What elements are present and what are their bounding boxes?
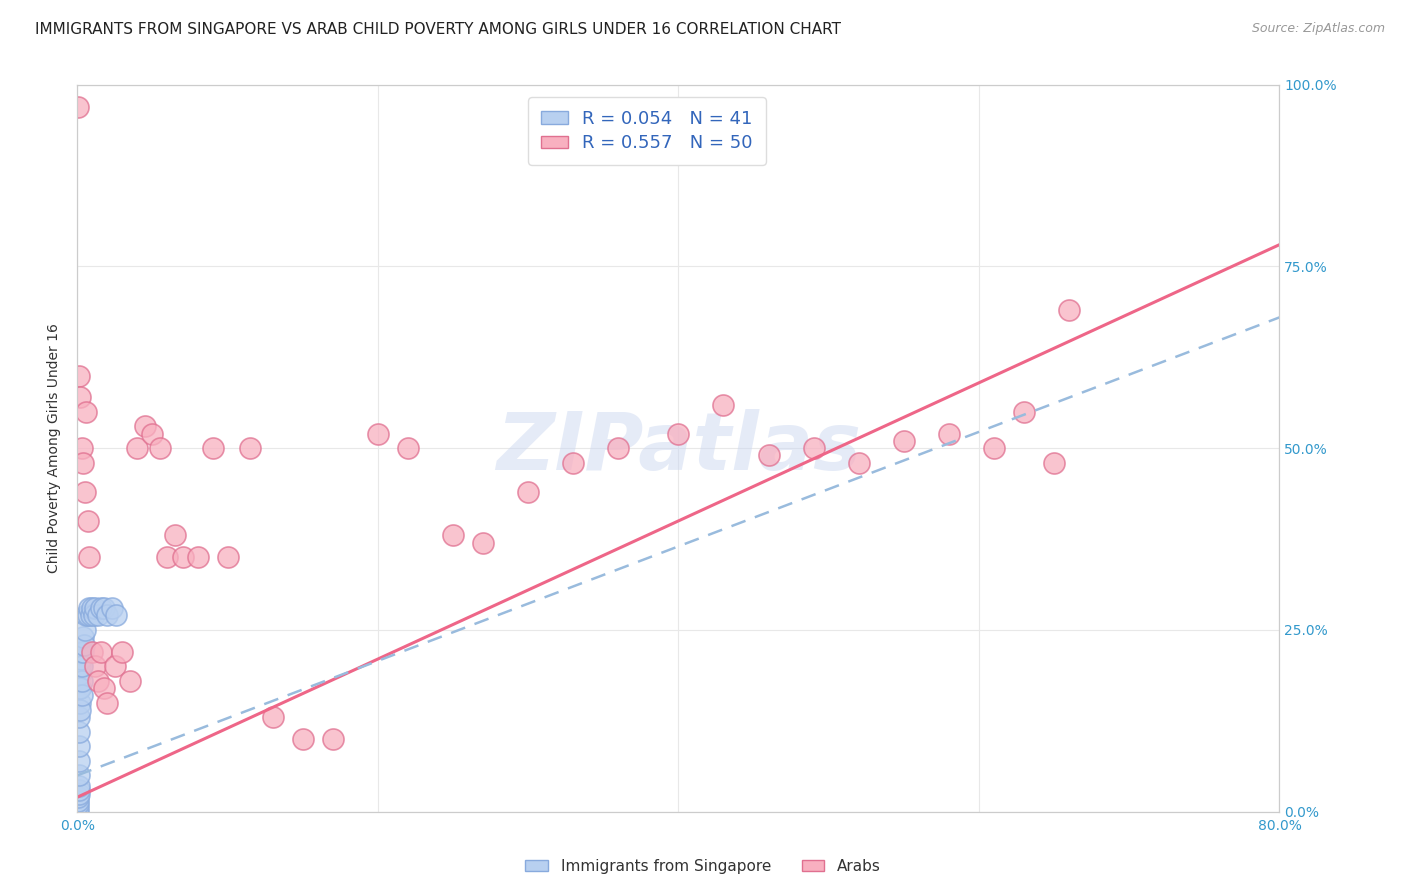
Point	[69, 666, 91, 681]
Point	[87, 673, 110, 688]
Point	[70, 689, 93, 703]
Point	[848, 456, 870, 470]
Point	[517, 484, 540, 499]
Point	[118, 673, 141, 688]
Point	[67, 783, 90, 797]
Point	[84, 659, 107, 673]
Point	[79, 601, 101, 615]
Point	[84, 601, 107, 615]
Point	[96, 696, 118, 710]
Text: IMMIGRANTS FROM SINGAPORE VS ARAB CHILD POVERTY AMONG GIRLS UNDER 16 CORRELATION: IMMIGRANTS FROM SINGAPORE VS ARAB CHILD …	[35, 22, 841, 37]
Point	[76, 608, 98, 623]
Point	[1012, 405, 1035, 419]
Point	[67, 794, 90, 808]
Point	[441, 528, 464, 542]
Point	[322, 731, 344, 746]
Point	[472, 535, 495, 549]
Point	[163, 528, 186, 542]
Legend: R = 0.054   N = 41, R = 0.557   N = 50: R = 0.054 N = 41, R = 0.557 N = 50	[529, 97, 765, 165]
Point	[141, 426, 163, 441]
Point	[562, 456, 585, 470]
Point	[758, 449, 780, 463]
Point	[1057, 303, 1080, 318]
Point	[713, 398, 735, 412]
Point	[79, 550, 101, 565]
Point	[67, 768, 90, 782]
Point	[67, 754, 90, 768]
Point	[69, 659, 91, 673]
Point	[76, 514, 98, 528]
Point	[75, 405, 97, 419]
Point	[72, 456, 94, 470]
Point	[201, 442, 224, 455]
Point	[67, 797, 90, 812]
Point	[87, 608, 110, 623]
Point	[69, 390, 91, 404]
Point	[75, 608, 97, 623]
Point	[69, 681, 91, 695]
Point	[73, 638, 96, 652]
Point	[70, 673, 93, 688]
Point	[66, 805, 89, 819]
Point	[93, 681, 115, 695]
Y-axis label: Child Poverty Among Girls Under 16: Child Poverty Among Girls Under 16	[48, 323, 62, 574]
Point	[67, 724, 90, 739]
Point	[69, 703, 91, 717]
Point	[69, 652, 91, 666]
Point	[239, 442, 262, 455]
Point	[70, 645, 93, 659]
Point	[156, 550, 179, 565]
Point	[93, 601, 115, 615]
Point	[367, 426, 389, 441]
Point	[72, 659, 94, 673]
Point	[90, 601, 112, 615]
Point	[607, 442, 630, 455]
Point	[105, 608, 128, 623]
Text: ZIPatlas: ZIPatlas	[496, 409, 860, 487]
Point	[72, 645, 94, 659]
Point	[127, 442, 149, 455]
Point	[82, 645, 104, 659]
Legend: Immigrants from Singapore, Arabs: Immigrants from Singapore, Arabs	[519, 853, 887, 880]
Point	[262, 710, 284, 724]
Point	[111, 645, 134, 659]
Point	[90, 645, 112, 659]
Point	[893, 434, 915, 448]
Text: Source: ZipAtlas.com: Source: ZipAtlas.com	[1251, 22, 1385, 36]
Point	[668, 426, 690, 441]
Point	[69, 696, 91, 710]
Point	[149, 442, 172, 455]
Point	[73, 484, 96, 499]
Point	[96, 608, 118, 623]
Point	[396, 442, 419, 455]
Point	[80, 608, 103, 623]
Point	[67, 779, 90, 793]
Point	[983, 442, 1005, 455]
Point	[72, 630, 94, 644]
Point	[101, 601, 124, 615]
Point	[67, 790, 90, 805]
Point	[217, 550, 239, 565]
Point	[67, 787, 90, 801]
Point	[1043, 456, 1066, 470]
Point	[70, 442, 93, 455]
Point	[291, 731, 314, 746]
Point	[82, 601, 104, 615]
Point	[187, 550, 209, 565]
Point	[67, 739, 90, 754]
Point	[83, 608, 105, 623]
Point	[69, 681, 91, 695]
Point	[938, 426, 960, 441]
Point	[73, 623, 96, 637]
Point	[67, 99, 90, 113]
Point	[66, 801, 89, 815]
Point	[134, 419, 156, 434]
Point	[67, 368, 90, 383]
Point	[67, 710, 90, 724]
Point	[104, 659, 127, 673]
Point	[803, 442, 825, 455]
Point	[172, 550, 194, 565]
